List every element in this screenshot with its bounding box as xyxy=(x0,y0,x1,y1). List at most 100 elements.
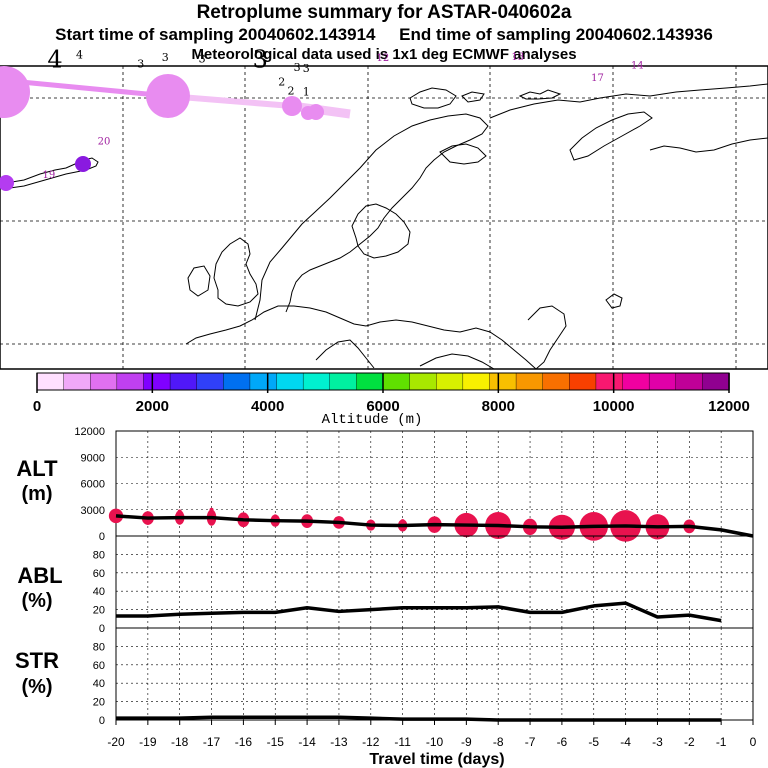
plume-dot-top xyxy=(241,512,246,517)
colorbar-swatch xyxy=(36,372,65,391)
x-tick-label: -15 xyxy=(267,735,285,749)
plume-dot-top xyxy=(432,517,437,522)
plume-dot-top xyxy=(464,516,469,521)
plume-day-label: 4 xyxy=(47,45,62,73)
colorbar-swatch xyxy=(276,372,304,391)
coast-north-russia xyxy=(489,83,768,119)
y-tick-label: 40 xyxy=(93,586,105,598)
x-axis-tick-labels: -20 -19 -18 -17 -16 -15 -14 -13 -12 -11 -10 -9 -8 -7-… xyxy=(107,720,757,749)
colorbar-swatch xyxy=(595,372,624,391)
y-tick-label: 80 xyxy=(93,549,105,561)
plume-day-label: 1 xyxy=(303,86,310,99)
coast-continent xyxy=(185,305,537,370)
y-tick-label: 9000 xyxy=(81,452,105,464)
colorbar-swatch xyxy=(90,372,118,391)
plume-day-label: 20 xyxy=(98,137,111,148)
colorbar-tick-label: 4000 xyxy=(251,398,284,415)
x-tick-label: -5 xyxy=(588,735,599,749)
colorbar-swatch xyxy=(489,372,517,391)
colorbar-swatch xyxy=(63,372,91,391)
plume-dot-top xyxy=(687,520,692,524)
coast-kara-sea xyxy=(649,137,768,153)
plume-day-label: 3 xyxy=(253,45,268,73)
colorbar-swatch xyxy=(329,372,358,391)
alt-panel-label: ALT xyxy=(16,456,58,481)
plume-cluster-day3 xyxy=(146,74,190,118)
x-tick-label: -3 xyxy=(652,735,663,749)
colorbar-tick-label: 12000 xyxy=(708,398,750,415)
colorbar-tick-label: 0 xyxy=(33,398,41,415)
colorbar-tick-label: 10000 xyxy=(593,398,635,415)
y-tick-label: 3000 xyxy=(81,505,105,517)
colorbar-swatch xyxy=(356,372,384,391)
coast-caspian xyxy=(527,305,567,370)
colorbar-swatch xyxy=(622,372,650,391)
colorbar-tick-labels: 0 2000 4000 6000 8000 10000 12000 xyxy=(33,373,750,415)
map-gridlines xyxy=(0,66,768,369)
colorbar-swatch xyxy=(249,372,278,391)
x-tick-label: -2 xyxy=(684,735,695,749)
plume-dot-top xyxy=(145,511,150,516)
plume-dot-top xyxy=(623,516,628,521)
alt-panel: 12000 9000 6000 3000 0 xyxy=(74,426,754,543)
y-tick-label: 0 xyxy=(99,623,105,635)
x-tick-label: -7 xyxy=(525,735,536,749)
plume-dot-top xyxy=(336,516,341,521)
colorbar-swatch xyxy=(196,372,225,391)
plume-dot-top xyxy=(559,520,564,524)
plume-day-label: 3 xyxy=(199,52,206,65)
y-tick-label: 0 xyxy=(99,715,105,727)
plume-day-label: 3 xyxy=(137,57,144,70)
chart-title: Retroplume summary for ASTAR-040602a xyxy=(196,2,572,23)
plume-cluster-day19 xyxy=(0,175,14,191)
y-tick-label: 40 xyxy=(93,678,105,690)
plume-day-label: 3 xyxy=(162,51,169,64)
coast-scandinavia xyxy=(254,113,489,321)
y-tick-label: 60 xyxy=(93,568,105,580)
colorbar-swatch xyxy=(116,372,145,391)
abl-panel-label: ABL xyxy=(17,563,62,588)
meteo-note: Meteorological data used is 1x1 deg ECMW… xyxy=(191,46,577,63)
x-tick-label: -11 xyxy=(394,735,411,749)
x-tick-label: -16 xyxy=(235,735,253,749)
coastlines xyxy=(0,83,768,370)
colorbar-swatch xyxy=(302,372,331,391)
x-tick-label: -18 xyxy=(171,735,189,749)
timeseries-panels: ALT (m) ABL (%) STR (%) 1200090006000300… xyxy=(15,426,757,768)
coast-ireland xyxy=(187,265,211,297)
y-tick-label: 12000 xyxy=(74,426,105,438)
plume-track xyxy=(0,66,351,191)
series-line xyxy=(116,715,722,722)
plume-day-label: 19 xyxy=(42,170,55,181)
coast-italy xyxy=(315,339,375,369)
plume-dot-top xyxy=(177,509,182,514)
plume-day-label: 13 xyxy=(511,52,524,63)
x-tick-label: -1 xyxy=(716,735,727,749)
coast-franz-josef xyxy=(518,89,562,100)
colorbar-tick-label: 6000 xyxy=(366,398,399,415)
colorbar-swatch xyxy=(223,372,251,391)
plume-dot-top xyxy=(305,514,310,519)
y-tick-label: 60 xyxy=(93,660,105,672)
plume-dot-top xyxy=(655,517,660,522)
sampling-times: Start time of sampling 20040602.143914 E… xyxy=(55,25,713,44)
plume-day-label: 17 xyxy=(591,73,604,84)
x-tick-label: 0 xyxy=(750,735,757,749)
plume-dot-top xyxy=(209,507,214,512)
colorbar-swatch xyxy=(462,372,491,391)
plume-day-label: 4 xyxy=(76,49,83,62)
colorbar-swatch xyxy=(702,372,730,391)
plume-dot-top xyxy=(591,517,596,522)
coast-kola xyxy=(439,143,487,165)
x-tick-label: -6 xyxy=(557,735,568,749)
alt-panel-unit: (m) xyxy=(21,483,52,505)
str-panel-unit: (%) xyxy=(21,676,52,698)
coast-svalbard-east xyxy=(461,91,485,103)
x-tick-label: -19 xyxy=(139,735,157,749)
colorbar-swatch xyxy=(648,372,677,391)
colorbar-swatch xyxy=(143,372,171,391)
colorbar-swatch xyxy=(409,372,437,391)
colorbar-swatch xyxy=(169,372,198,391)
colorbar-swatch xyxy=(515,372,544,391)
series-line xyxy=(116,601,722,623)
